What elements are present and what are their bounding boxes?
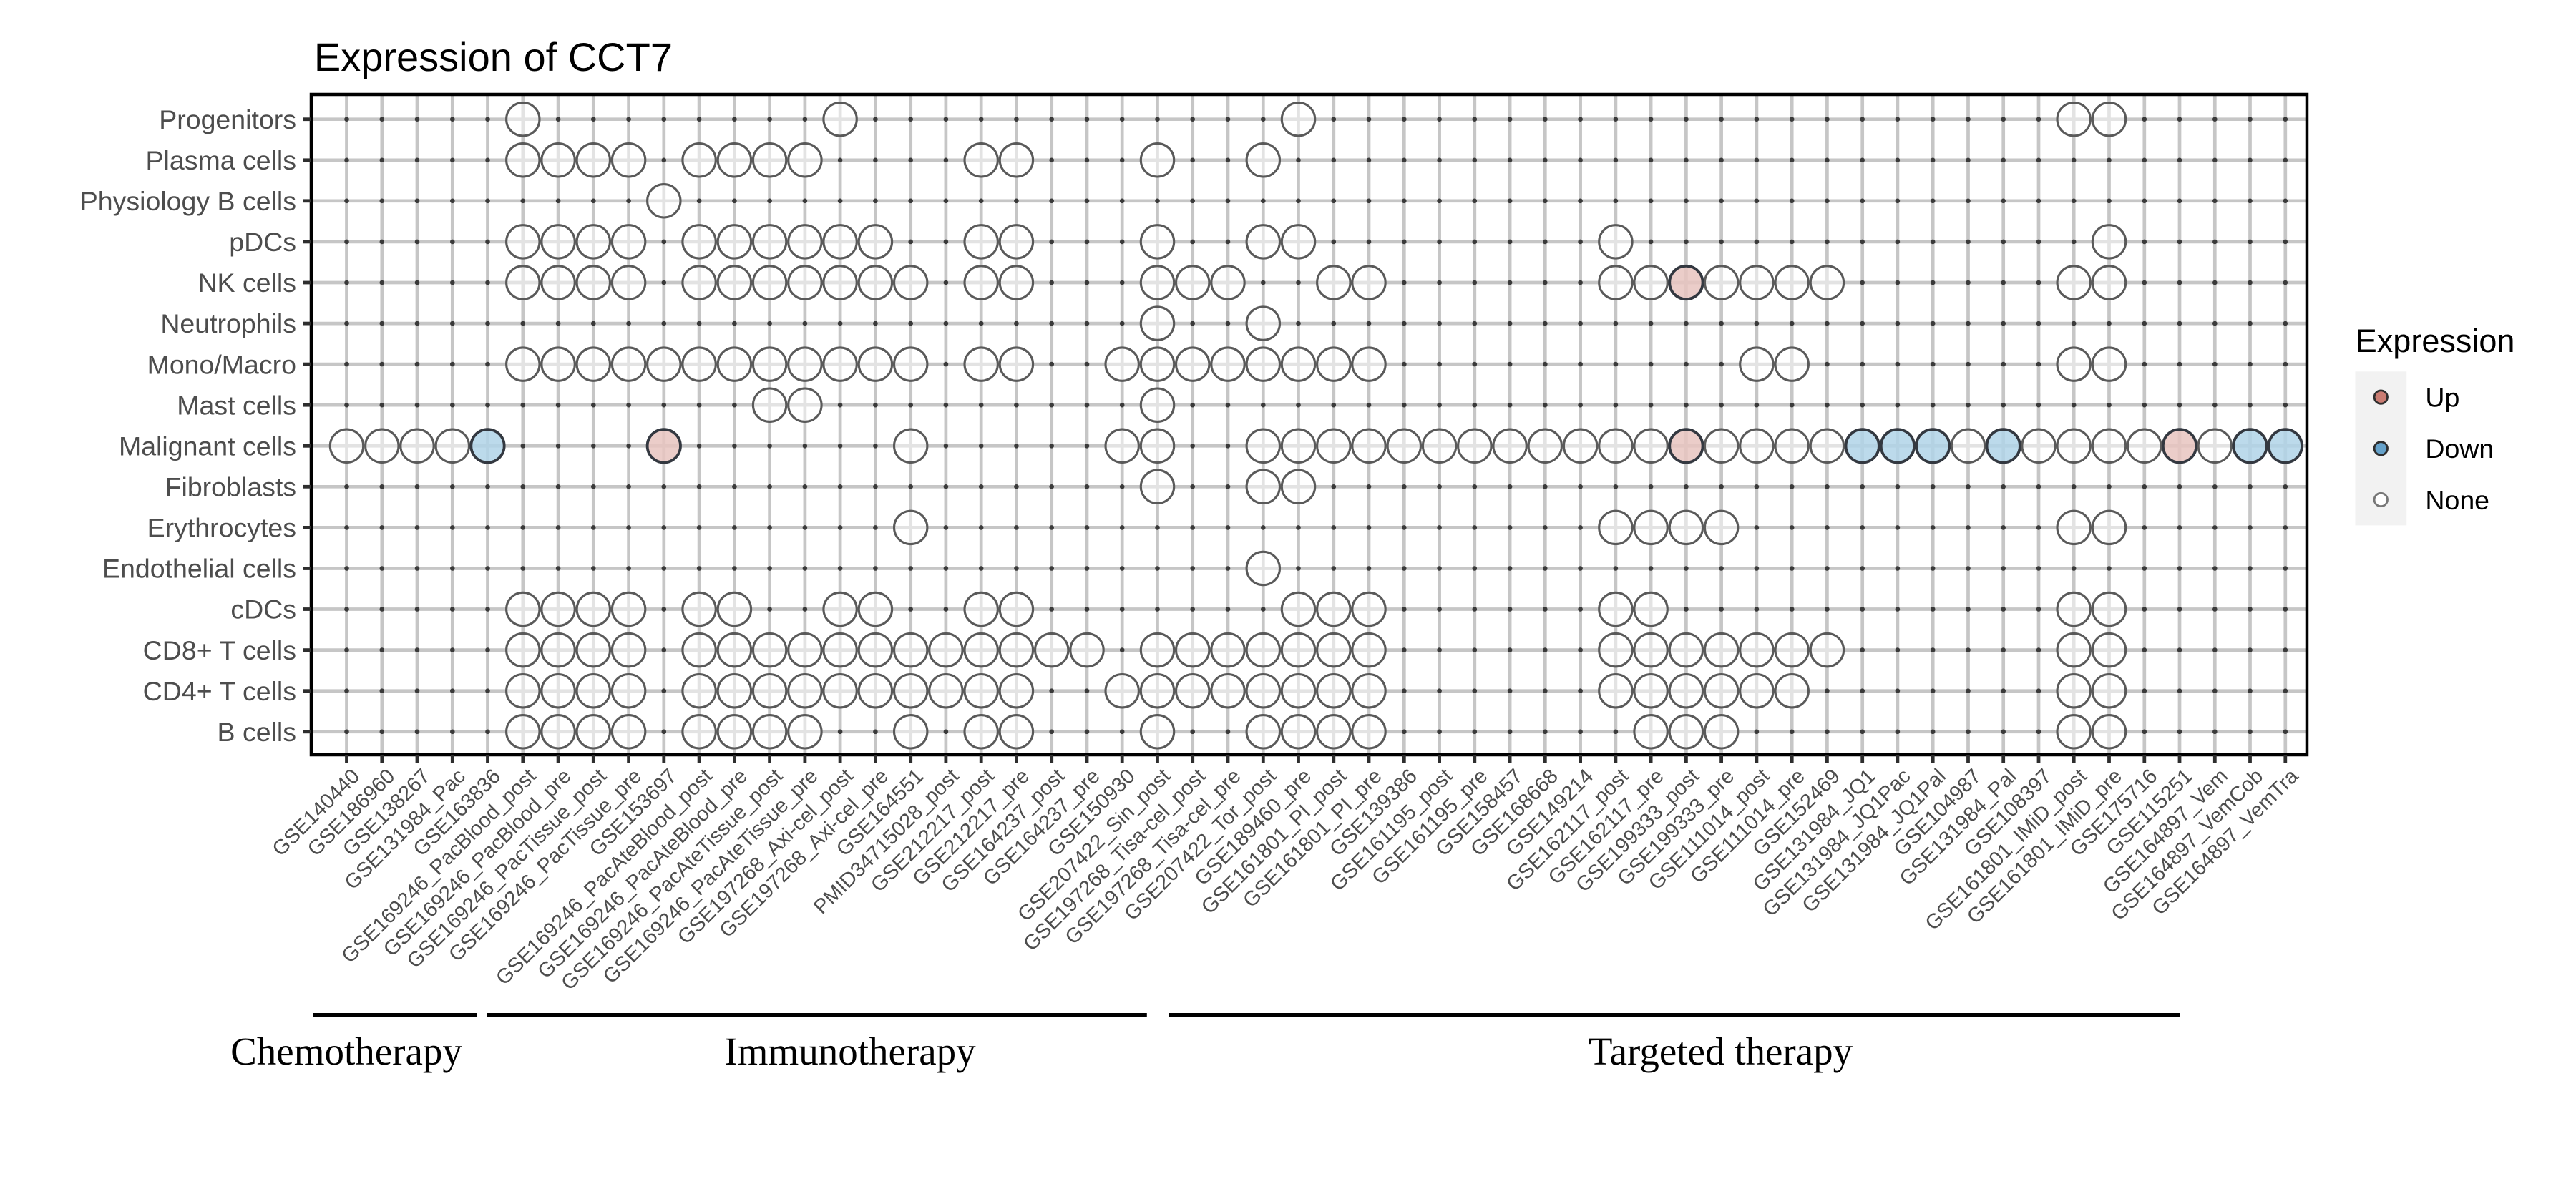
svg-text:None: None	[2425, 485, 2489, 515]
svg-text:CD8+ T cells: CD8+ T cells	[143, 635, 296, 665]
svg-text:Down: Down	[2425, 434, 2494, 464]
svg-text:Chemotherapy: Chemotherapy	[230, 1029, 462, 1073]
svg-text:Endothelial cells: Endothelial cells	[102, 554, 296, 584]
svg-text:Up: Up	[2425, 382, 2459, 412]
svg-text:Plasma cells: Plasma cells	[146, 145, 296, 175]
svg-text:CD4+ T cells: CD4+ T cells	[143, 676, 296, 706]
svg-text:Mast cells: Mast cells	[177, 390, 296, 420]
svg-text:cDCs: cDCs	[230, 595, 296, 625]
svg-text:Expression of CCT7: Expression of CCT7	[314, 34, 673, 79]
svg-text:Malignant cells: Malignant cells	[119, 431, 296, 461]
svg-text:Neutrophils: Neutrophils	[160, 308, 296, 338]
svg-text:Fibroblasts: Fibroblasts	[165, 472, 296, 502]
svg-text:NK cells: NK cells	[197, 268, 296, 298]
svg-text:Immunotherapy: Immunotherapy	[724, 1029, 976, 1073]
svg-text:Erythrocytes: Erythrocytes	[147, 513, 296, 543]
svg-text:Progenitors: Progenitors	[159, 104, 296, 134]
svg-text:B cells: B cells	[218, 717, 296, 747]
svg-text:Physiology B cells: Physiology B cells	[80, 186, 296, 216]
svg-text:Targeted therapy: Targeted therapy	[1589, 1029, 1853, 1073]
svg-text:Mono/Macro: Mono/Macro	[147, 349, 296, 379]
svg-text:Expression: Expression	[2356, 323, 2515, 359]
svg-text:pDCs: pDCs	[229, 227, 296, 257]
